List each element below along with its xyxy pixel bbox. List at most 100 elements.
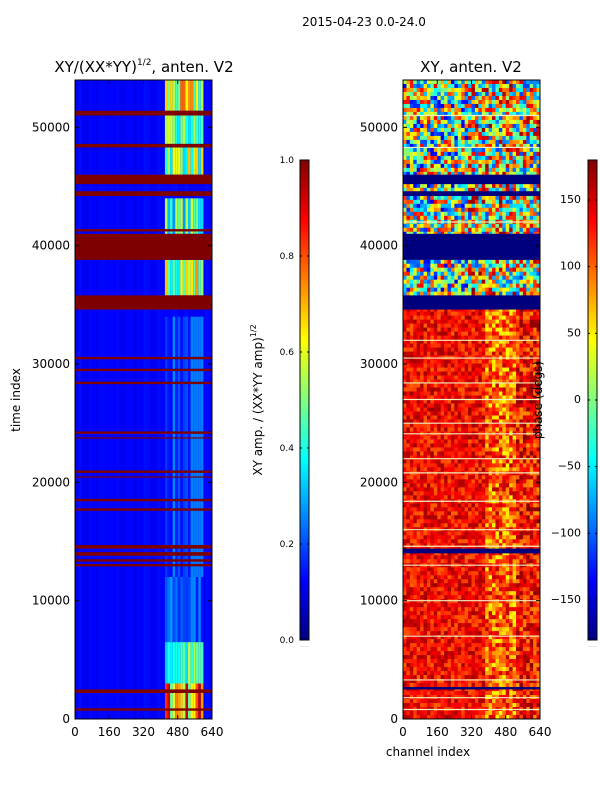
heatmap-cell [498,339,503,344]
heatmap-cell [495,183,500,189]
heatmap-cell [437,375,441,380]
heatmap-cell [426,419,431,424]
heatmap-cell [464,80,469,85]
heatmap-cell [509,211,513,217]
heatmap-cell [433,491,438,496]
heatmap-cell [536,283,541,288]
heatmap-cell [430,215,435,221]
heatmap-cell [426,375,431,380]
heatmap-cell [409,419,414,424]
heatmap-cell [450,411,455,416]
heatmap-cell [464,479,469,484]
heatmap-cell [403,515,407,520]
heatmap-cell [485,103,489,109]
heatmap-cell [413,99,417,105]
heatmap-cell [447,91,452,97]
heatmap-cell [433,315,438,320]
heatmap-cell [471,335,476,340]
heatmap-cell [444,123,448,129]
heatmap-cell [488,111,493,117]
heatmap-cell [474,479,479,484]
heatmap-cell [468,391,472,396]
heatmap-cell [536,463,541,468]
heatmap-cell [526,515,531,520]
heatmap-cell [505,479,510,484]
heatmap-cell [433,183,438,189]
heatmap-cell [522,215,527,221]
heatmap-cell [433,311,438,316]
heatmap-cell [416,363,421,368]
heatmap-cell [481,363,486,368]
heatmap-cell [437,163,441,169]
heatmap-cell [471,523,476,528]
heatmap-cell [526,311,531,316]
heatmap-cell [430,387,435,392]
heatmap-cell [413,91,417,97]
heatmap-cell [509,80,513,85]
heatmap-cell [522,395,527,400]
heatmap-cell [440,307,445,312]
heatmap-cell [426,455,431,460]
heatmap-cell [474,395,479,400]
heatmap-cell [481,479,486,484]
heatmap-cell [461,507,465,512]
heatmap-cell [529,335,534,340]
heatmap-cell [195,259,199,296]
heatmap-cell [454,435,459,440]
heatmap-cell [440,227,445,233]
heatmap-cell [512,467,517,472]
heatmap-cell [464,519,469,524]
heatmap-cell [526,479,531,484]
heatmap-cell [471,183,476,189]
heatmap-cell [177,115,181,144]
heatmap-cell [426,331,431,336]
heatmap-cell [498,87,503,93]
heatmap-cell [516,399,520,404]
heatmap-cell [519,87,524,93]
heatmap-cell [509,283,513,288]
heatmap-cell [406,147,411,153]
heatmap-cell [193,115,196,144]
heatmap-cell [526,391,531,396]
heatmap-cell [471,203,476,209]
heatmap-cell [433,323,438,328]
heatmap-cell [420,91,424,97]
heatmap-cell [403,447,407,452]
heatmap-cell [426,279,431,284]
heatmap-cell [406,511,411,516]
heatmap-cell [437,455,441,460]
heatmap-cell [485,451,489,456]
heatmap-cell [533,203,537,209]
heatmap-cell [478,187,483,193]
heatmap-cell [464,103,469,109]
heatmap-cell [498,147,503,153]
heatmap-cell [406,199,411,205]
heatmap-cell [409,475,414,480]
heatmap-cell [420,95,424,101]
heatmap-cell [200,80,204,111]
heatmap-cell [526,139,531,145]
heatmap-cell [498,287,503,292]
heatmap-cell [413,539,417,544]
heatmap-cell [488,183,493,189]
heatmap-cell [433,467,438,472]
heatmap-cell [522,407,527,412]
heatmap-cell [474,263,479,269]
heatmap-cell [423,367,428,372]
heatmap-cell [430,135,435,141]
heatmap-cell [461,443,465,448]
heatmap-cell [450,211,455,217]
heatmap-cell [423,487,428,492]
heatmap-cell [502,291,507,296]
heatmap-cell [474,95,479,101]
heatmap-cell [485,519,489,524]
heatmap-cell [416,451,421,456]
heatmap-cell [172,642,176,684]
heatmap-cell [464,543,469,548]
heatmap-cell [529,539,534,544]
heatmap-cell [423,107,428,113]
heatmap-cell [505,95,510,101]
heatmap-cell [464,215,469,221]
heatmap-cell [516,151,520,157]
heatmap-cell [409,471,414,476]
